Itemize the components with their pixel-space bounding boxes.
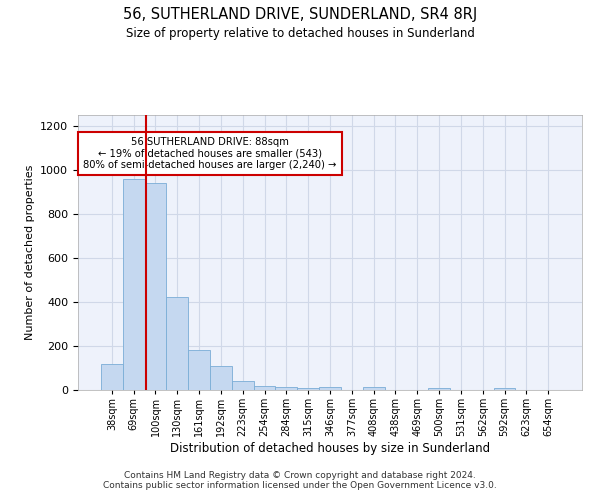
Bar xyxy=(123,179,145,390)
Text: 56 SUTHERLAND DRIVE: 88sqm
← 19% of detached houses are smaller (543)
80% of sem: 56 SUTHERLAND DRIVE: 88sqm ← 19% of deta… xyxy=(83,137,337,170)
Bar xyxy=(188,350,210,390)
Bar xyxy=(101,364,123,390)
Bar xyxy=(428,388,450,390)
Y-axis label: Number of detached properties: Number of detached properties xyxy=(25,165,35,340)
Text: Contains HM Land Registry data © Crown copyright and database right 2024.
Contai: Contains HM Land Registry data © Crown c… xyxy=(103,470,497,490)
Bar xyxy=(254,386,275,390)
Bar xyxy=(145,183,166,390)
Text: Size of property relative to detached houses in Sunderland: Size of property relative to detached ho… xyxy=(125,28,475,40)
Bar xyxy=(297,388,319,390)
Bar xyxy=(363,386,385,390)
Text: 56, SUTHERLAND DRIVE, SUNDERLAND, SR4 8RJ: 56, SUTHERLAND DRIVE, SUNDERLAND, SR4 8R… xyxy=(123,8,477,22)
Bar xyxy=(319,386,341,390)
Bar xyxy=(275,386,297,390)
Bar xyxy=(232,381,254,390)
Bar xyxy=(166,296,188,390)
Bar xyxy=(210,366,232,390)
Bar xyxy=(494,388,515,390)
X-axis label: Distribution of detached houses by size in Sunderland: Distribution of detached houses by size … xyxy=(170,442,490,455)
